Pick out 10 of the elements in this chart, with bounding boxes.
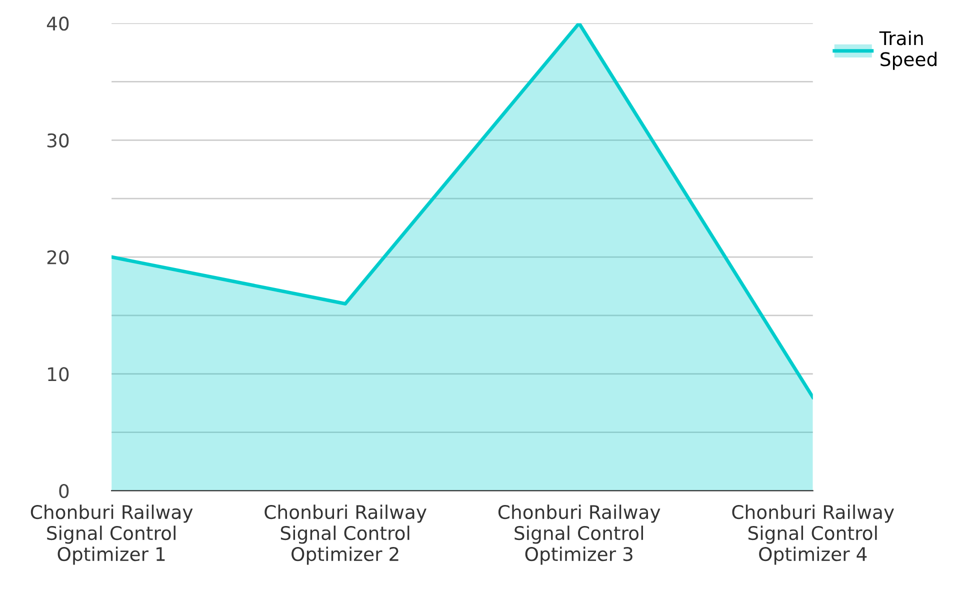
y-tick-label: 10 bbox=[48, 367, 69, 382]
y-tick-label: 0 bbox=[59, 484, 69, 498]
x-tick-label: Chonburi Railway Signal Control Optimizer 3 bbox=[498, 504, 660, 565]
x-tick-label: Chonburi Railway Signal Control Optimizer 4 bbox=[732, 504, 894, 565]
legend-label: Train Speed bbox=[879, 30, 936, 70]
y-tick-label: 20 bbox=[47, 250, 69, 264]
y-tick-label: 40 bbox=[46, 16, 69, 31]
x-tick-label: Chonburi Railway Signal Control Optimizer 1 bbox=[30, 504, 193, 565]
x-tick-label: Chonburi Railway Signal Control Optimizer 2 bbox=[264, 504, 426, 565]
y-tick-label: 30 bbox=[47, 133, 69, 148]
